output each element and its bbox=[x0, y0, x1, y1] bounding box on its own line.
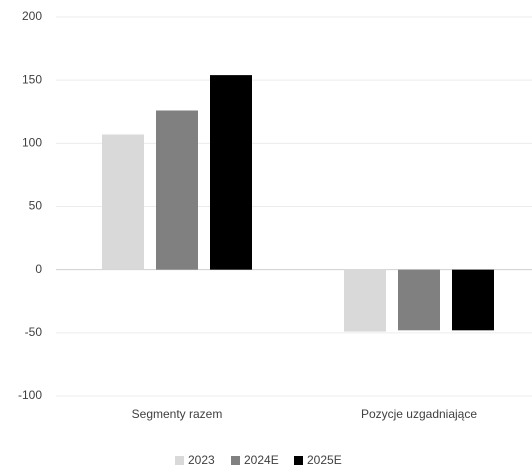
y-tick-label: -100 bbox=[18, 388, 42, 402]
bar bbox=[210, 75, 252, 270]
y-tick-label: -50 bbox=[25, 325, 43, 339]
bar bbox=[156, 110, 198, 270]
legend-label: 2025E bbox=[307, 453, 342, 467]
legend-swatch bbox=[294, 456, 303, 465]
legend-label: 2024E bbox=[244, 453, 279, 467]
y-tick-label: 100 bbox=[22, 136, 42, 150]
bar bbox=[102, 134, 144, 270]
legend-label: 2023 bbox=[188, 453, 215, 467]
x-tick-label: Segmenty razem bbox=[132, 407, 223, 421]
bar bbox=[344, 269, 386, 332]
y-tick-label: 0 bbox=[35, 262, 42, 276]
y-tick-label: 50 bbox=[29, 199, 43, 213]
legend-swatch bbox=[175, 456, 184, 465]
x-tick-label: Pozycje uzgadniające bbox=[361, 407, 477, 421]
y-tick-label: 150 bbox=[22, 72, 42, 86]
y-tick-label: 200 bbox=[22, 9, 42, 23]
bar bbox=[398, 269, 440, 331]
legend-swatch bbox=[231, 456, 240, 465]
bar bbox=[452, 269, 494, 331]
